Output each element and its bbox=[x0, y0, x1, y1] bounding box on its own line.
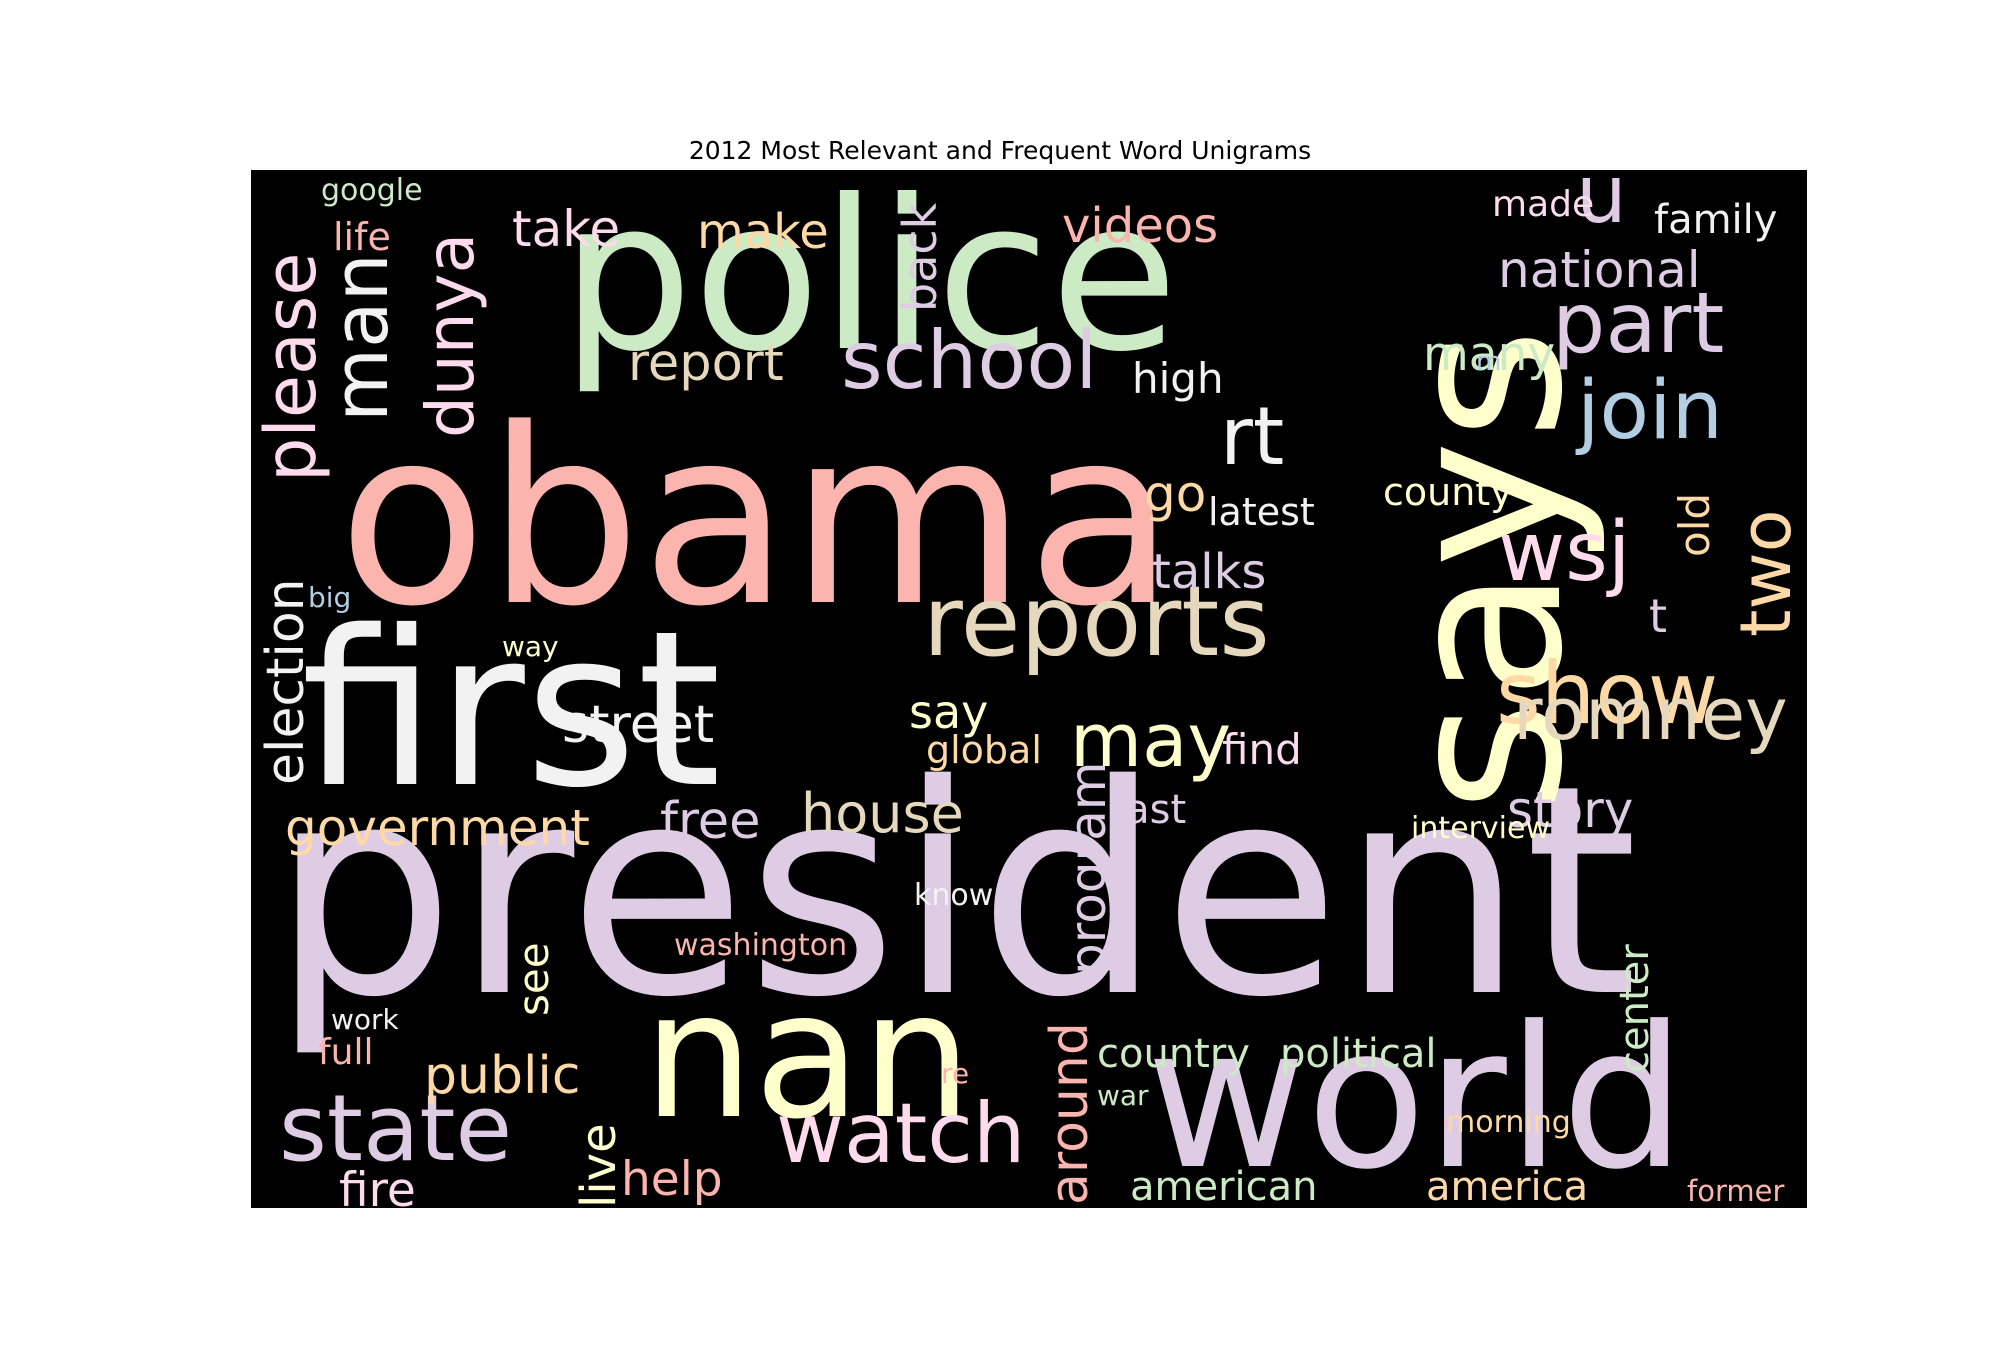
chart-title: 2012 Most Relevant and Frequent Word Uni… bbox=[688, 136, 1312, 165]
word-romney: romney bbox=[1513, 672, 1788, 756]
word-center: center bbox=[1612, 944, 1658, 1073]
word-war: war bbox=[1097, 1079, 1149, 1112]
word-made: made bbox=[1492, 184, 1594, 225]
word-google: google bbox=[321, 173, 423, 208]
word-first: first bbox=[301, 584, 721, 835]
word-see: see bbox=[509, 942, 558, 1016]
word-political: political bbox=[1280, 1031, 1437, 1077]
word-washington: washington bbox=[674, 928, 847, 963]
word-two: two bbox=[1725, 509, 1807, 637]
word-may: may bbox=[1070, 698, 1231, 784]
word-national: national bbox=[1498, 241, 1701, 299]
word-president: president bbox=[271, 724, 1638, 1061]
word-take: take bbox=[512, 200, 620, 258]
word-life: life bbox=[333, 215, 391, 259]
wordcloud-svg: presidentobamafirstpolicesaysworldnanrep… bbox=[251, 170, 1807, 1208]
word-reports: reports bbox=[923, 565, 1270, 678]
word-around: around bbox=[1040, 1022, 1100, 1205]
word-high: high bbox=[1132, 354, 1224, 403]
word-old: old bbox=[1670, 493, 1719, 557]
word-house: house bbox=[801, 782, 964, 845]
word-fire: fire bbox=[339, 1163, 416, 1208]
word-back: back bbox=[893, 202, 947, 312]
word-help: help bbox=[621, 1152, 723, 1207]
word-state: state bbox=[279, 1075, 512, 1182]
word-interview: interview bbox=[1411, 811, 1550, 846]
wordcloud-canvas: president obama first police says world nan rep… bbox=[251, 170, 1807, 1208]
word-please: please bbox=[251, 253, 332, 482]
word-public: public bbox=[424, 1046, 580, 1106]
word-says: says bbox=[1359, 328, 1610, 813]
word-county: county bbox=[1383, 470, 1513, 514]
word-free: free bbox=[660, 792, 761, 851]
word-dunya: dunya bbox=[412, 233, 489, 438]
word-family: family bbox=[1654, 197, 1777, 243]
word-t: t bbox=[1649, 589, 1667, 643]
word-story: story bbox=[1507, 781, 1633, 839]
word-program: program bbox=[1059, 762, 1117, 975]
word-global: global bbox=[926, 728, 1042, 772]
word-find: find bbox=[1222, 725, 1302, 774]
word-american: american bbox=[1130, 1164, 1318, 1208]
word-work: work bbox=[331, 1003, 400, 1036]
word-wsj: wsj bbox=[1498, 505, 1631, 600]
word-school: school bbox=[841, 314, 1097, 407]
word-go: go bbox=[1144, 465, 1206, 523]
word-obama: obama bbox=[338, 377, 1175, 660]
word-videos: videos bbox=[1062, 198, 1218, 254]
word-nan: nan bbox=[643, 955, 972, 1158]
word-report: report bbox=[628, 334, 784, 393]
word-former: former bbox=[1687, 1174, 1784, 1208]
word-police: police bbox=[561, 170, 1178, 398]
word-country: country bbox=[1097, 1031, 1250, 1077]
word-america: america bbox=[1426, 1164, 1588, 1208]
word-government: government bbox=[285, 799, 590, 857]
word-m: m bbox=[1476, 347, 1501, 377]
word-man: man bbox=[316, 253, 405, 422]
word-say: say bbox=[909, 685, 988, 739]
word-morning: morning bbox=[1446, 1105, 1571, 1140]
word-join: join bbox=[1575, 364, 1723, 458]
word-way: way bbox=[502, 630, 559, 663]
word-show: show bbox=[1496, 644, 1718, 744]
word-latest: latest bbox=[1208, 490, 1315, 534]
word-full: full bbox=[318, 1032, 374, 1073]
word-world: world bbox=[1146, 985, 1686, 1208]
word-u: u bbox=[1576, 170, 1627, 241]
word-last: last bbox=[1114, 787, 1186, 833]
word-make: make bbox=[697, 204, 829, 260]
word-talks: talks bbox=[1152, 544, 1266, 600]
word-live: live bbox=[571, 1123, 627, 1208]
word-re: re bbox=[941, 1057, 969, 1090]
word-rt: rt bbox=[1220, 390, 1284, 483]
word-big: big bbox=[308, 581, 351, 614]
word-watch: watch bbox=[776, 1085, 1026, 1182]
word-election: election bbox=[256, 578, 316, 785]
word-know: know bbox=[914, 878, 993, 913]
word-part: part bbox=[1552, 274, 1724, 372]
word-street: street bbox=[562, 695, 714, 755]
word-many: many bbox=[1423, 327, 1555, 382]
